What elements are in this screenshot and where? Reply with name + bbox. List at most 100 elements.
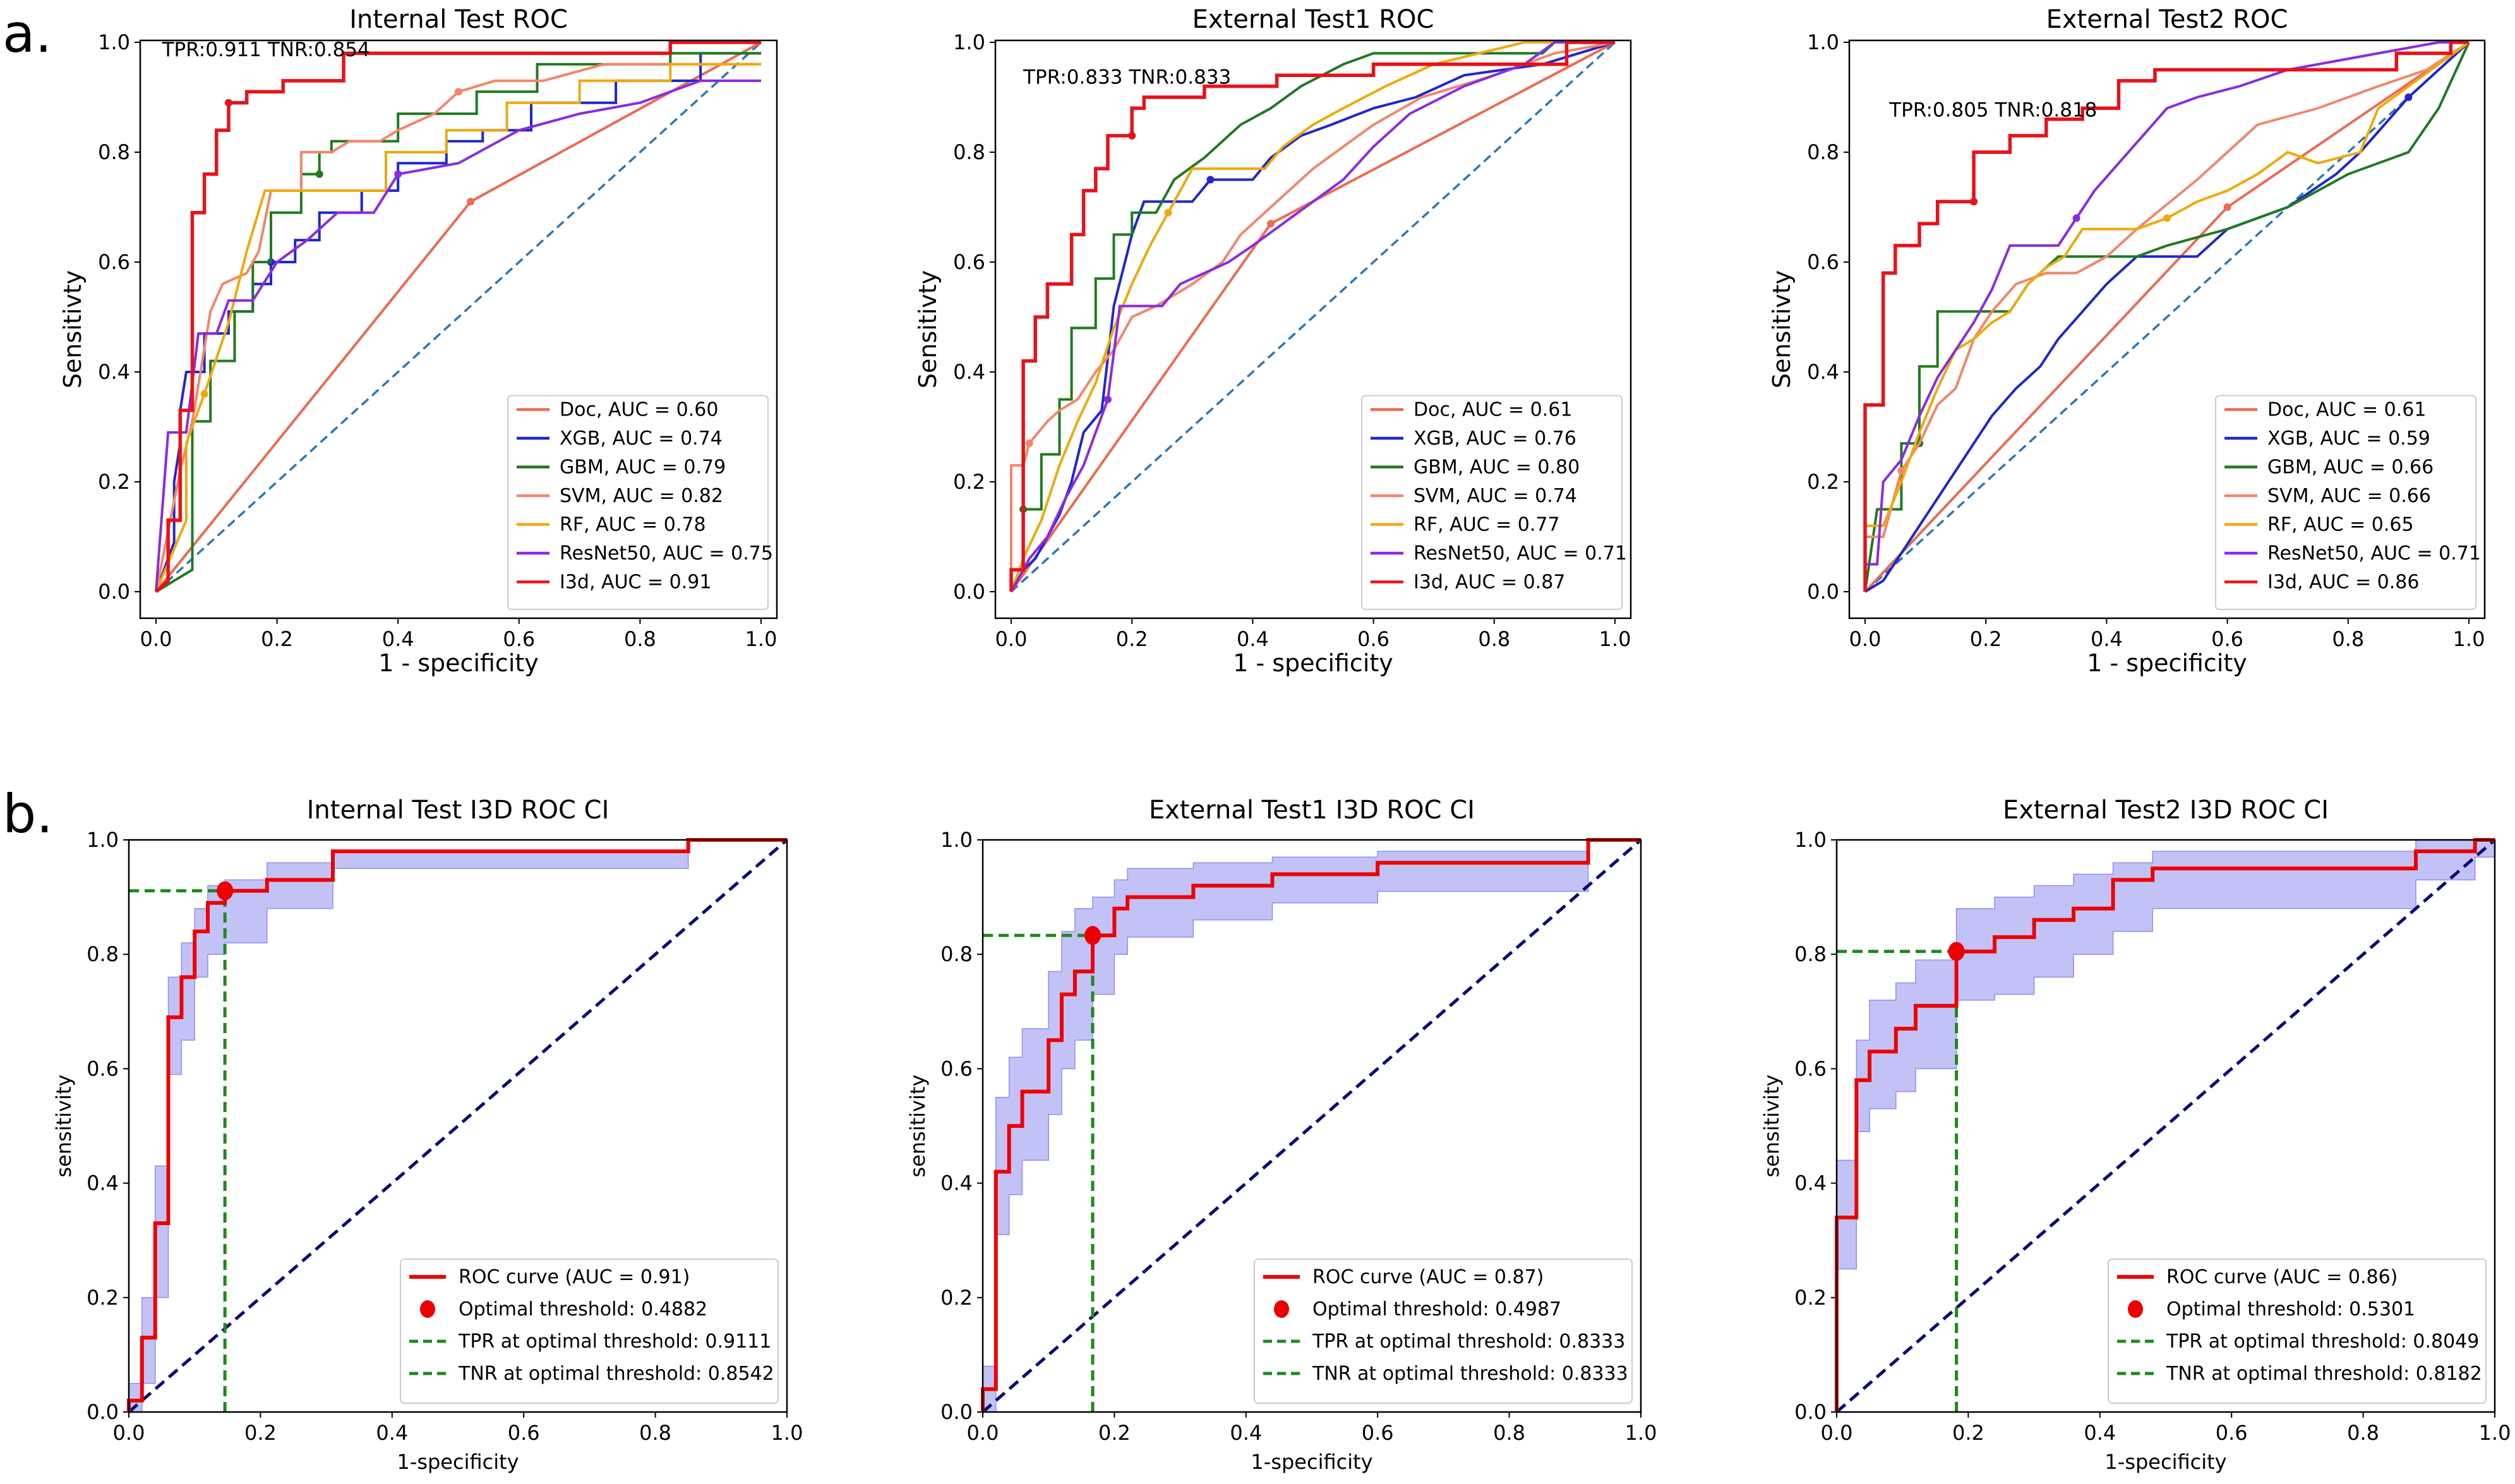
optimal-point-marker-rf	[2163, 214, 2171, 222]
x-tick-label: 0.0	[1849, 627, 1882, 651]
legend-box	[2215, 395, 2476, 610]
x-tick-label: 0.4	[2084, 1421, 2116, 1445]
chart-title: External Test1 ROC	[1192, 5, 1434, 34]
optimal-threshold-marker	[1948, 942, 1965, 961]
x-tick-label: 0.2	[261, 627, 293, 651]
y-axis-label: sensitivity	[52, 1075, 76, 1178]
y-tick-label: 0.0	[940, 1400, 973, 1424]
optimal-point-marker-resnet50	[2072, 214, 2080, 222]
y-axis-label: sensitivity	[906, 1075, 930, 1178]
y-tick-label: 0.2	[87, 1286, 119, 1310]
optimal-point-marker-xgb	[1206, 176, 1215, 184]
legend-entry-1: Optimal threshold: 0.4987	[1312, 1298, 1561, 1320]
legend-box	[1254, 1259, 1633, 1404]
legend-entry-0: ROC curve (AUC = 0.91)	[459, 1266, 690, 1288]
x-tick-label: 0.8	[1493, 1421, 1525, 1445]
y-tick-label: 0.6	[1794, 1056, 1827, 1080]
y-tick-label: 1.0	[87, 828, 119, 852]
legend-box	[507, 395, 769, 610]
y-tick-label: 0.0	[953, 580, 985, 604]
legend-entry-3: TNR at optimal threshold: 0.8333	[1312, 1363, 1628, 1385]
legend-entry-doc: Doc, AUC = 0.61	[2267, 399, 2426, 421]
legend-entry-2: TPR at optimal threshold: 0.8333	[1312, 1331, 1625, 1353]
chance-diagonal-line	[1010, 41, 1616, 593]
panel-label-a: a.	[3, 3, 52, 64]
y-tick-label: 0.2	[1794, 1286, 1827, 1310]
legend-swatch-optimal	[1274, 1300, 1289, 1318]
optimal-point-marker-i3d	[1128, 131, 1136, 140]
legend-entry-xgb: XGB, AUC = 0.76	[1414, 428, 1576, 450]
legend-swatch-optimal	[420, 1300, 435, 1318]
y-tick-label: 1.0	[953, 30, 985, 54]
y-tick-label: 1.0	[98, 30, 130, 54]
roc-curve-line	[1835, 838, 2495, 1412]
optimal-point-marker-svm	[455, 88, 462, 96]
x-tick-label: 1.0	[771, 1421, 803, 1445]
legend-entry-xgb: XGB, AUC = 0.74	[560, 428, 723, 450]
x-tick-label: 0.6	[1362, 1421, 1394, 1445]
plot-frame	[139, 39, 778, 619]
legend-entry-resnet50: ResNet50, AUC = 0.71	[2267, 542, 2481, 565]
y-tick-label: 0.0	[98, 580, 130, 604]
series-line-i3d	[1863, 40, 2469, 592]
y-tick-label: 0.4	[98, 360, 130, 384]
y-tick-label: 0.6	[87, 1056, 119, 1080]
x-tick-label: 1.0	[2479, 1421, 2511, 1445]
x-axis-label: 1-specificity	[2104, 1450, 2226, 1474]
series-line-gbm	[1010, 41, 1615, 592]
legend-entry-1: Optimal threshold: 0.5301	[2166, 1298, 2415, 1320]
series-line-i3d	[155, 40, 761, 594]
x-tick-label: 0.2	[244, 1421, 277, 1445]
plot-frame	[128, 839, 788, 1413]
x-tick-label: 0.2	[1116, 627, 1148, 651]
optimal-point-marker-doc	[467, 198, 475, 206]
y-tick-label: 0.8	[87, 942, 119, 966]
roc-curve-line	[981, 838, 1641, 1412]
tpr-tnr-annotation: TPR:0.833 TNR:0.833	[1023, 66, 1231, 88]
legend-entry-doc: Doc, AUC = 0.61	[1414, 399, 1572, 421]
y-tick-label: 1.0	[1794, 828, 1827, 852]
chart-external-test1-roc: External Test1 ROC 0.0 0.0 0.2 0.2 0.4 0.4 0.6 0…	[914, 5, 1632, 677]
y-tick-label: 0.4	[87, 1171, 119, 1195]
y-axis-label: Sensitivty	[59, 270, 87, 388]
x-tick-label: 0.0	[140, 627, 172, 651]
optimal-threshold-marker	[1084, 926, 1101, 945]
y-tick-label: 0.6	[940, 1056, 973, 1080]
y-tick-label: 0.2	[1807, 470, 1839, 494]
x-tick-label: 0.2	[1098, 1421, 1131, 1445]
y-tick-label: 0.8	[98, 140, 130, 164]
legend-entry-2: TPR at optimal threshold: 0.9111	[458, 1331, 771, 1353]
optimal-threshold-marker	[217, 881, 234, 901]
chart-title: External Test2 ROC	[2046, 5, 2288, 34]
y-tick-label: 0.2	[940, 1286, 973, 1310]
x-tick-label: 1.0	[745, 627, 777, 651]
x-tick-label: 1.0	[1599, 627, 1631, 651]
y-tick-label: 1.0	[1807, 30, 1839, 54]
y-tick-label: 0.8	[1794, 942, 1827, 966]
series-line-svm	[155, 63, 761, 592]
x-tick-label: 0.8	[639, 1421, 671, 1445]
x-tick-label: 0.6	[508, 1421, 540, 1445]
chart-external-test2-roc: External Test2 ROC 0.0 0.0 0.2 0.2 0.4 0.4 0.6 0…	[1768, 5, 2486, 677]
x-tick-label: 0.8	[2332, 627, 2364, 651]
x-tick-label: 0.6	[2216, 1421, 2248, 1445]
legend-box	[400, 1259, 779, 1404]
confidence-band	[1836, 839, 2495, 1270]
chart-title: External Test2 I3D ROC CI	[2003, 796, 2329, 825]
chart-title: Internal Test I3D ROC CI	[307, 796, 609, 825]
optimal-point-marker-i3d	[224, 99, 232, 107]
y-tick-label: 0.0	[1807, 580, 1839, 604]
chart-title: External Test1 I3D ROC CI	[1149, 796, 1475, 825]
x-tick-label: 0.8	[624, 627, 656, 651]
plot-frame	[994, 39, 1632, 619]
y-tick-label: 0.0	[1794, 1400, 1827, 1424]
y-tick-label: 0.4	[1794, 1171, 1827, 1195]
optimal-point-marker-gbm	[315, 170, 323, 178]
series-line-resnet50	[1010, 41, 1615, 592]
y-tick-label: 0.6	[953, 250, 985, 274]
chart-title: Internal Test ROC	[349, 5, 568, 34]
legend-box	[2108, 1259, 2487, 1404]
x-tick-label: 0.2	[1952, 1421, 1984, 1445]
optimal-point-marker-resnet50	[1103, 395, 1112, 404]
legend-entry-3: TNR at optimal threshold: 0.8542	[458, 1363, 774, 1385]
